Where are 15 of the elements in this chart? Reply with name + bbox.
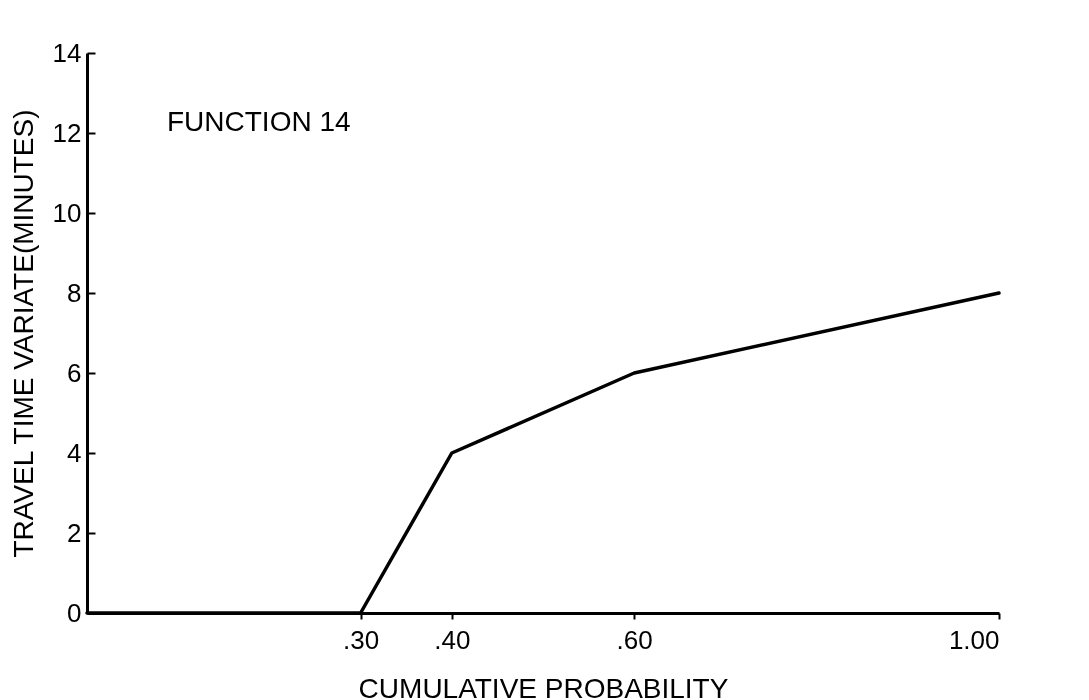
x-tick-label: .40	[434, 624, 471, 655]
y-tick-label: 8	[67, 277, 82, 308]
y-tick-label: 10	[52, 197, 82, 228]
y-tick-label: 0	[67, 597, 82, 628]
x-tick-label: .60	[616, 624, 653, 655]
y-tick-label: 4	[67, 437, 82, 468]
x-axis-title: CUMULATIVE PROBABILITY	[358, 672, 729, 700]
y-tick-label: 12	[52, 117, 82, 148]
y-tick-label: 14	[52, 37, 82, 68]
x-tick-label: 1.00	[948, 624, 1000, 655]
y-axis-title: TRAVEL TIME VARIATE(MINUTES)	[7, 109, 39, 558]
y-tick-label: 2	[67, 517, 82, 548]
annotation: FUNCTION 14	[167, 106, 351, 137]
y-tick-label: 6	[67, 357, 82, 388]
x-tick-label: .30	[343, 624, 380, 655]
